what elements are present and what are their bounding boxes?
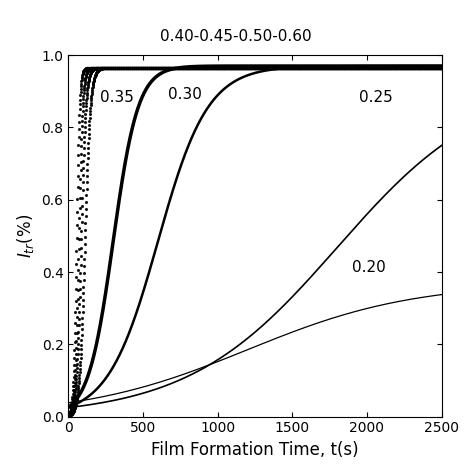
Text: 0.20: 0.20	[352, 260, 386, 275]
Text: 0.30: 0.30	[168, 87, 202, 101]
X-axis label: Film Formation Time, t(s): Film Formation Time, t(s)	[151, 441, 359, 459]
Text: 0.25: 0.25	[359, 90, 393, 105]
Text: 0.40-0.45-0.50-0.60: 0.40-0.45-0.50-0.60	[161, 29, 312, 45]
Text: 0.35: 0.35	[100, 90, 134, 105]
Y-axis label: $I_{tr}$(%): $I_{tr}$(%)	[15, 214, 36, 258]
